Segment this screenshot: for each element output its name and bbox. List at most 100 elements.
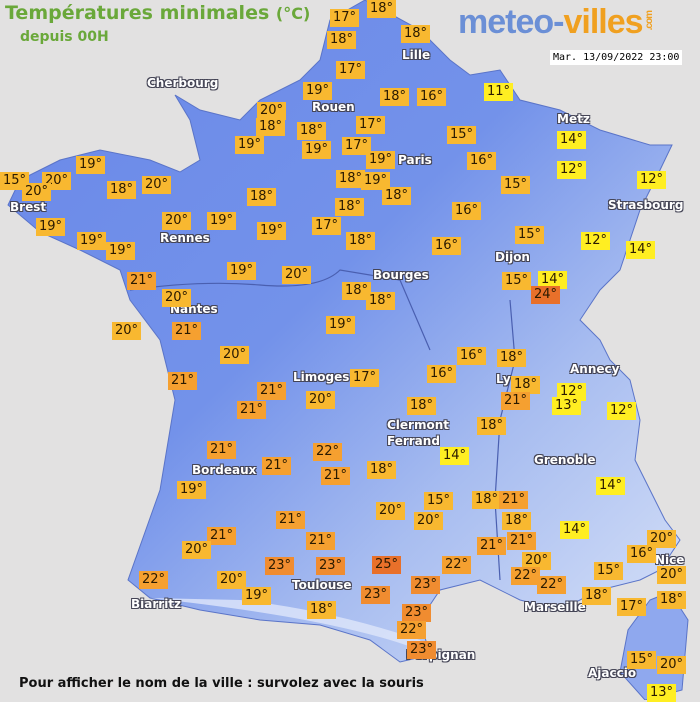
temperature-marker[interactable]: 19° — [326, 316, 356, 334]
temperature-marker[interactable]: 16° — [432, 237, 462, 255]
temperature-marker[interactable]: 22° — [139, 571, 169, 589]
temperature-marker[interactable]: 23° — [316, 557, 346, 575]
temperature-marker[interactable]: 18° — [367, 0, 397, 18]
temperature-marker[interactable]: 20° — [647, 530, 677, 548]
temperature-marker[interactable]: 23° — [407, 641, 437, 659]
temperature-marker[interactable]: 18° — [327, 31, 357, 49]
temperature-marker[interactable]: 15° — [0, 172, 30, 190]
temperature-marker[interactable]: 14° — [626, 241, 656, 259]
temperature-marker[interactable]: 16° — [457, 347, 487, 365]
temperature-marker[interactable]: 20° — [162, 212, 192, 230]
temperature-marker[interactable]: 21° — [257, 382, 287, 400]
temperature-marker[interactable]: 16° — [627, 545, 657, 563]
temperature-marker[interactable]: 21° — [262, 457, 292, 475]
temperature-marker[interactable]: 21° — [207, 441, 237, 459]
temperature-marker[interactable]: 18° — [346, 232, 376, 250]
site-logo[interactable]: meteo-villes .com — [458, 3, 655, 42]
temperature-marker[interactable]: 23° — [361, 586, 391, 604]
temperature-marker[interactable]: 21° — [172, 322, 202, 340]
temperature-marker[interactable]: 18° — [511, 376, 541, 394]
temperature-marker[interactable]: 17° — [356, 116, 386, 134]
temperature-marker[interactable]: 16° — [467, 152, 497, 170]
temperature-marker[interactable]: 12° — [581, 232, 611, 250]
temperature-marker[interactable]: 19° — [361, 172, 391, 190]
temperature-marker[interactable]: 15° — [627, 651, 657, 669]
temperature-marker[interactable]: 14° — [560, 521, 590, 539]
temperature-marker[interactable]: 12° — [557, 161, 587, 179]
temperature-marker[interactable]: 20° — [112, 322, 142, 340]
temperature-marker[interactable]: 15° — [424, 492, 454, 510]
temperature-marker[interactable]: 19° — [366, 151, 396, 169]
temperature-marker[interactable]: 18° — [407, 397, 437, 415]
temperature-marker[interactable]: 18° — [367, 461, 397, 479]
temperature-marker[interactable]: 20° — [657, 656, 687, 674]
temperature-marker[interactable]: 15° — [447, 126, 477, 144]
temperature-marker[interactable]: 22° — [442, 556, 472, 574]
temperature-marker[interactable]: 17° — [342, 137, 372, 155]
temperature-marker[interactable]: 19° — [257, 222, 287, 240]
temperature-marker[interactable]: 19° — [235, 136, 265, 154]
temperature-marker[interactable]: 24° — [531, 286, 561, 304]
temperature-marker[interactable]: 18° — [657, 591, 687, 609]
temperature-marker[interactable]: 21° — [168, 372, 198, 390]
temperature-marker[interactable]: 18° — [366, 292, 396, 310]
temperature-marker[interactable]: 20° — [282, 266, 312, 284]
temperature-marker[interactable]: 21° — [306, 532, 336, 550]
temperature-marker[interactable]: 20° — [414, 512, 444, 530]
temperature-marker[interactable]: 20° — [657, 566, 687, 584]
temperature-marker[interactable]: 21° — [477, 537, 507, 555]
temperature-marker[interactable]: 18° — [335, 198, 365, 216]
temperature-marker[interactable]: 20° — [257, 102, 287, 120]
temperature-marker[interactable]: 15° — [502, 272, 532, 290]
temperature-marker[interactable]: 14° — [557, 131, 587, 149]
temperature-marker[interactable]: 22° — [511, 567, 541, 585]
temperature-marker[interactable]: 12° — [637, 171, 667, 189]
temperature-marker[interactable]: 20° — [217, 571, 247, 589]
temperature-marker[interactable]: 19° — [227, 262, 257, 280]
temperature-marker[interactable]: 20° — [142, 176, 172, 194]
temperature-marker[interactable]: 18° — [256, 118, 286, 136]
temperature-marker[interactable]: 13° — [647, 684, 677, 702]
temperature-marker[interactable]: 19° — [77, 232, 107, 250]
temperature-marker[interactable]: 23° — [411, 576, 441, 594]
temperature-marker[interactable]: 18° — [497, 349, 527, 367]
temperature-marker[interactable]: 23° — [265, 557, 295, 575]
temperature-marker[interactable]: 21° — [276, 511, 306, 529]
temperature-marker[interactable]: 13° — [552, 397, 582, 415]
temperature-marker[interactable]: 18° — [342, 282, 372, 300]
temperature-marker[interactable]: 17° — [350, 369, 380, 387]
temperature-marker[interactable]: 18° — [336, 170, 366, 188]
temperature-marker[interactable]: 20° — [162, 289, 192, 307]
temperature-marker[interactable]: 19° — [302, 141, 332, 159]
temperature-marker[interactable]: 23° — [402, 604, 432, 622]
temperature-marker[interactable]: 19° — [177, 481, 207, 499]
temperature-marker[interactable]: 21° — [499, 491, 529, 509]
temperature-marker[interactable]: 16° — [452, 202, 482, 220]
temperature-marker[interactable]: 21° — [507, 532, 537, 550]
temperature-marker[interactable]: 21° — [321, 467, 351, 485]
temperature-marker[interactable]: 18° — [582, 587, 612, 605]
temperature-marker[interactable]: 25° — [372, 556, 402, 574]
temperature-marker[interactable]: 18° — [107, 181, 137, 199]
temperature-marker[interactable]: 18° — [297, 122, 327, 140]
temperature-marker[interactable]: 20° — [376, 502, 406, 520]
temperature-marker[interactable]: 17° — [336, 61, 366, 79]
temperature-marker[interactable]: 14° — [596, 477, 626, 495]
temperature-marker[interactable]: 21° — [501, 392, 531, 410]
temperature-marker[interactable]: 21° — [237, 401, 267, 419]
temperature-marker[interactable]: 12° — [607, 402, 637, 420]
temperature-marker[interactable]: 19° — [303, 82, 333, 100]
temperature-marker[interactable]: 15° — [501, 176, 531, 194]
temperature-marker[interactable]: 17° — [330, 9, 360, 27]
temperature-marker[interactable]: 20° — [182, 541, 212, 559]
temperature-marker[interactable]: 18° — [502, 512, 532, 530]
temperature-marker[interactable]: 12° — [557, 383, 587, 401]
temperature-marker[interactable]: 18° — [247, 188, 277, 206]
temperature-marker[interactable]: 21° — [127, 272, 157, 290]
temperature-marker[interactable]: 18° — [472, 491, 502, 509]
temperature-marker[interactable]: 20° — [306, 391, 336, 409]
temperature-marker[interactable]: 19° — [242, 587, 272, 605]
temperature-marker[interactable]: 16° — [427, 365, 457, 383]
temperature-marker[interactable]: 22° — [537, 576, 567, 594]
temperature-marker[interactable]: 18° — [380, 88, 410, 106]
